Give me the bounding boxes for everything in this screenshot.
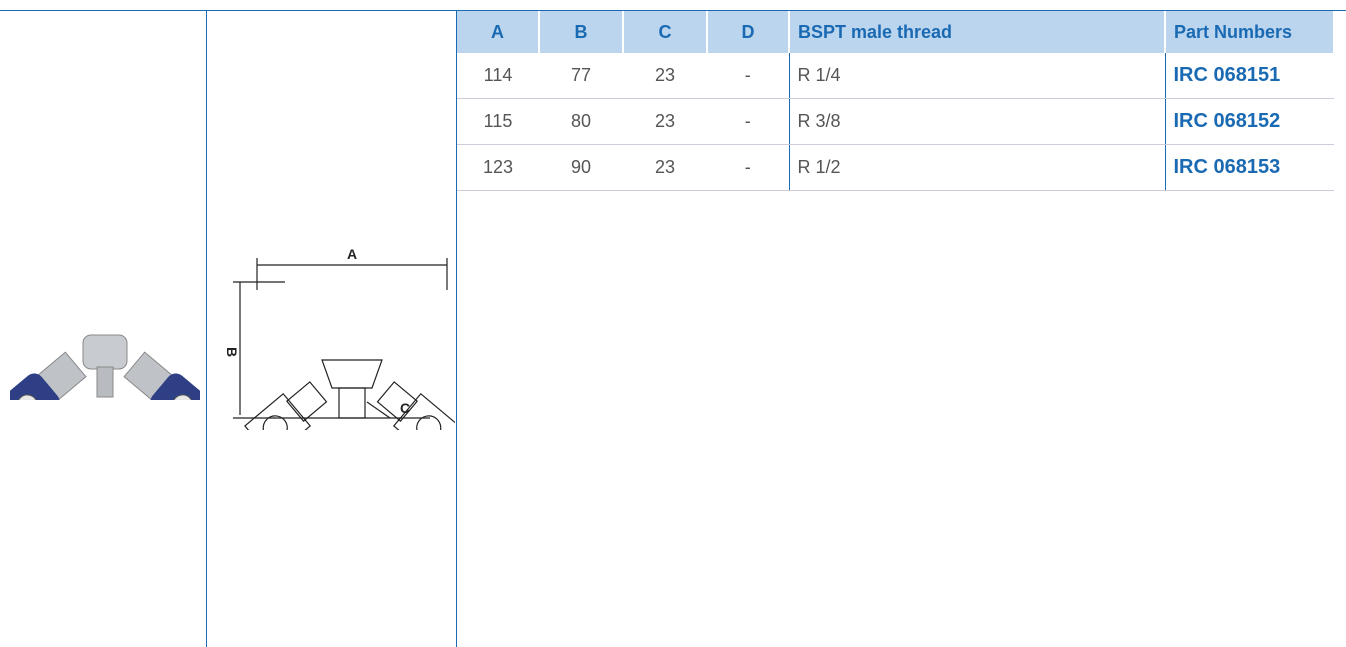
part-number: IRC 068151 [1164, 53, 1334, 99]
product-photo [10, 334, 200, 400]
table-cell: - [707, 98, 789, 145]
table-cell: R 1/2 [788, 144, 1165, 191]
nut [376, 381, 419, 422]
coupler [392, 392, 455, 430]
dim-label: B [224, 347, 240, 357]
table-row: 115 80 23- R 3/8 IRC 068152 [457, 98, 1334, 145]
part-number: IRC 068152 [1164, 98, 1334, 145]
dim-label: C [400, 400, 410, 416]
table-cell: 23 [623, 98, 707, 145]
dim-label: A [347, 246, 357, 262]
table-row: 114 77 23- R 1/4 IRC 068151 [457, 53, 1334, 99]
nut [285, 381, 328, 422]
table-cell: 123 [457, 144, 539, 191]
column-header: D [707, 11, 790, 53]
column-header: A [457, 11, 540, 53]
table-body: 114 77 23- R 1/4 IRC 068151 115 80 23- R 3/8 IRC … [457, 53, 1334, 191]
technical-drawing: A B C [224, 246, 455, 430]
column-divider [456, 10, 457, 647]
table-cell: 90 [539, 144, 623, 191]
column-header: BSPT male thread [789, 11, 1166, 53]
column-header: C [623, 11, 708, 53]
table-cell: R 1/4 [788, 53, 1165, 99]
port [416, 415, 442, 430]
leader-line [366, 401, 391, 419]
coupler [244, 392, 312, 430]
table-cell: 23 [623, 144, 707, 191]
table-cell: - [707, 144, 789, 191]
column-divider [206, 10, 207, 647]
table-cell: 80 [539, 98, 623, 145]
table-cell: 114 [457, 53, 539, 99]
part-number: IRC 068153 [1164, 144, 1334, 191]
table-cell: 115 [457, 98, 539, 145]
column-header: Part Numbers [1165, 11, 1335, 53]
table-cell: - [707, 53, 789, 99]
table-cell: R 3/8 [788, 98, 1165, 145]
thread [338, 387, 366, 419]
column-header: B [539, 11, 624, 53]
body [321, 359, 383, 389]
header-row: A B C D BSPT male thread Part Numbers [457, 11, 1335, 53]
spec-table: A B C D BSPT male thread Part Numbers 114 77 23… [457, 11, 1335, 191]
port [262, 415, 288, 430]
table-cell: 23 [623, 53, 707, 99]
table-row: 123 90 23- R 1/2 IRC 068153 [457, 144, 1334, 191]
top-rule [0, 10, 1346, 11]
table-cell: 77 [539, 53, 623, 99]
